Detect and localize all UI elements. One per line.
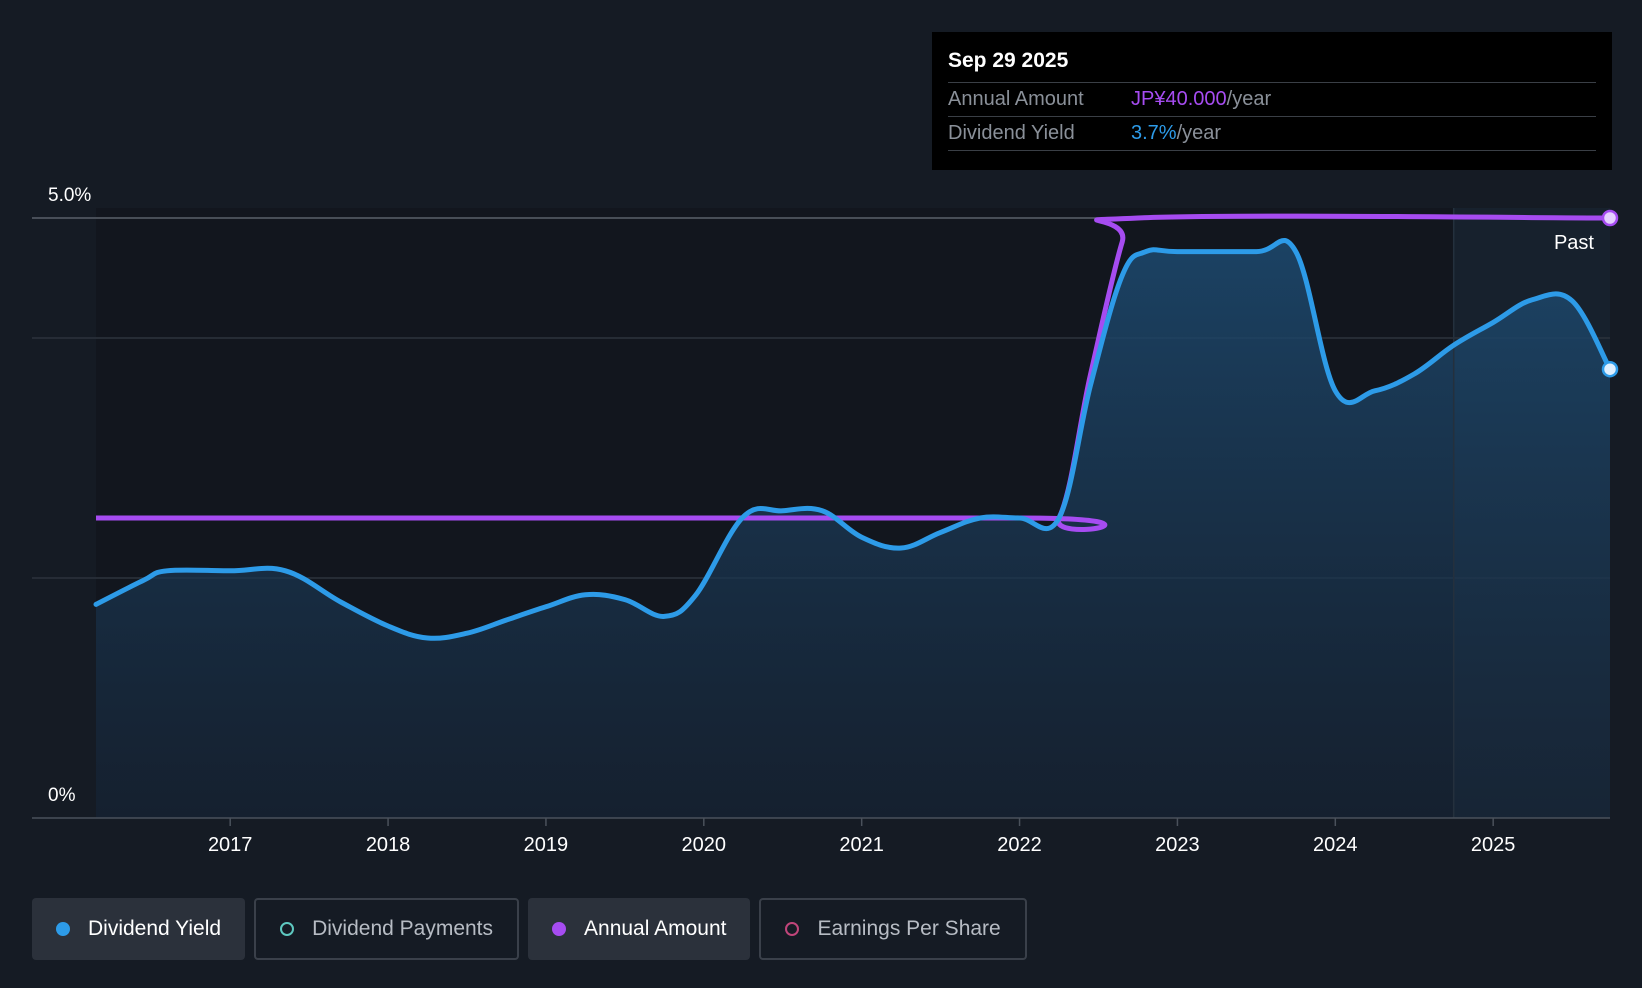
- legend-label: Dividend Payments: [312, 917, 494, 940]
- tooltip-value: JP¥40.000: [1131, 88, 1227, 110]
- legend-dot-icon: [552, 922, 567, 936]
- legend-annual-amount-button[interactable]: Annual Amount: [528, 898, 751, 960]
- x-tick-label: 2019: [524, 834, 569, 856]
- tooltip-key: Dividend Yield: [948, 122, 1075, 144]
- chart-legend: Dividend Yield Dividend Payments Annual …: [32, 898, 1027, 960]
- legend-earnings-per-share-button[interactable]: Earnings Per Share: [759, 898, 1027, 960]
- tooltip-row-annual-amount: Annual Amount JP¥40.000 /year: [948, 82, 1596, 116]
- x-tick-label: 2021: [839, 834, 884, 856]
- legend-dividend-payments-button[interactable]: Dividend Payments: [254, 898, 520, 960]
- x-tick-label: 2024: [1313, 834, 1358, 856]
- tooltip-row-dividend-yield: Dividend Yield 3.7% /year: [948, 116, 1596, 151]
- y-axis-min-label: 0%: [48, 785, 76, 806]
- legend-label: Annual Amount: [584, 917, 727, 940]
- annual-amount-endpoint: [1601, 209, 1619, 227]
- legend-dot-icon: [56, 922, 70, 936]
- dividend-yield-area: [96, 240, 1610, 818]
- tooltip-date: Sep 29 2025: [948, 49, 1069, 72]
- x-tick-label: 2023: [1155, 834, 1200, 856]
- x-tick-label: 2020: [682, 834, 727, 856]
- dividend-yield-endpoint: [1601, 360, 1619, 378]
- x-tick-label: 2022: [997, 834, 1042, 856]
- tooltip-value: 3.7%: [1131, 122, 1177, 144]
- tooltip-unit: /year: [1176, 122, 1222, 144]
- x-tick-label: 2025: [1471, 834, 1516, 856]
- legend-dot-icon: [785, 922, 800, 936]
- legend-label: Dividend Yield: [88, 917, 222, 940]
- dividend-yield-line: [93, 238, 1613, 641]
- x-tick-label: 2017: [208, 834, 253, 856]
- y-axis-max-label: 5.0%: [48, 185, 91, 206]
- legend-dot-icon: [280, 922, 295, 936]
- tooltip-key: Annual Amount: [948, 88, 1084, 110]
- past-label: Past: [1554, 232, 1594, 254]
- x-tick-label: 2018: [366, 834, 411, 856]
- chart-tooltip: Sep 29 2025 Annual Amount JP¥40.000 /yea…: [932, 32, 1612, 170]
- tooltip-unit: /year: [1226, 88, 1272, 110]
- legend-label: Earnings Per Share: [817, 917, 1001, 940]
- legend-dividend-yield-button[interactable]: Dividend Yield: [32, 898, 246, 960]
